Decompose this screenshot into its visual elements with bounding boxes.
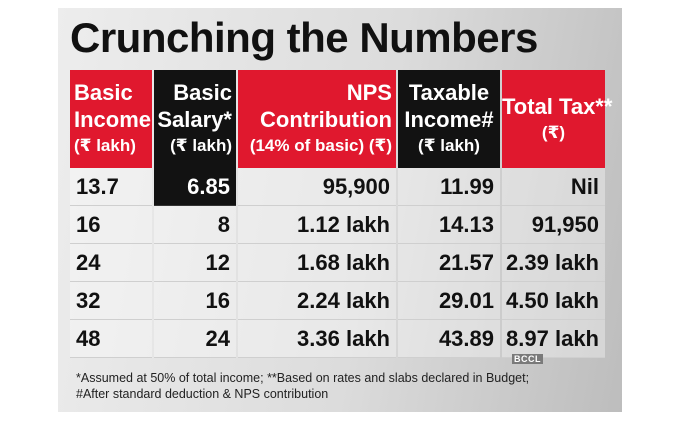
header-total-tax: Total Tax** (₹) bbox=[502, 70, 613, 168]
table-cell-taxable-income: 43.89 bbox=[398, 320, 500, 358]
table-cell-basic-salary: 8 bbox=[154, 206, 236, 244]
table-cell-basic-income: 32 bbox=[70, 282, 152, 320]
table-cell-basic-salary: 6.85 bbox=[154, 168, 236, 206]
header-line: Salary* bbox=[157, 107, 232, 132]
header-unit: (₹ lakh) bbox=[170, 136, 232, 155]
table-cell-basic-salary: 24 bbox=[154, 320, 236, 358]
publisher-watermark: BCCL bbox=[512, 354, 543, 364]
header-line: Basic bbox=[74, 80, 133, 105]
header-line: Contribution bbox=[260, 107, 392, 132]
table-cell-nps-contribution: 1.68 lakh bbox=[238, 244, 396, 282]
table-cell-total-tax: 91,950 bbox=[502, 206, 605, 244]
table-cell-basic-income: 48 bbox=[70, 320, 152, 358]
header-line: Taxable bbox=[408, 80, 490, 105]
table-cell-total-tax: 4.50 lakh bbox=[502, 282, 605, 320]
header-line: Income# bbox=[404, 107, 494, 132]
table-cell-basic-salary: 12 bbox=[154, 244, 236, 282]
header-unit: (₹) bbox=[541, 122, 566, 142]
header-basic-salary: Basic Salary* (₹ lakh) bbox=[154, 70, 236, 168]
page-title: Crunching the Numbers bbox=[70, 14, 538, 61]
table-cell-basic-income: 16 bbox=[70, 206, 152, 244]
header-unit: (₹ lakh) bbox=[418, 136, 480, 155]
table-cell-nps-contribution: 3.36 lakh bbox=[238, 320, 396, 358]
header-unit: (14% of basic) (₹) bbox=[249, 136, 392, 155]
header-basic-income: Basic Income (₹ lakh) bbox=[70, 70, 152, 168]
footnote-line: *Assumed at 50% of total income; **Based… bbox=[76, 371, 530, 385]
header-line: Basic bbox=[173, 80, 232, 105]
table-cell-basic-salary: 16 bbox=[154, 282, 236, 320]
table-cell-taxable-income: 14.13 bbox=[398, 206, 500, 244]
header-nps-contribution: NPS Contribution (14% of basic) (₹) bbox=[238, 70, 396, 168]
header-unit: (₹ lakh) bbox=[74, 136, 136, 155]
table-cell-total-tax: 2.39 lakh bbox=[502, 244, 605, 282]
table-cell-nps-contribution: 95,900 bbox=[238, 168, 396, 206]
table-cell-basic-income: 24 bbox=[70, 244, 152, 282]
table-cell-taxable-income: 11.99 bbox=[398, 168, 500, 206]
table-cell-basic-income: 13.7 bbox=[70, 168, 152, 206]
table-cell-total-tax: Nil bbox=[502, 168, 605, 206]
footnote-line: #After standard deduction & NPS contribu… bbox=[76, 387, 329, 401]
table-cell-total-tax: 8.97 lakh bbox=[502, 320, 605, 358]
header-line: NPS bbox=[346, 80, 392, 105]
footnote: *Assumed at 50% of total income; **Based… bbox=[76, 370, 606, 402]
header-line: Income bbox=[74, 107, 152, 132]
table-cell-nps-contribution: 1.12 lakh bbox=[238, 206, 396, 244]
table-cell-nps-contribution: 2.24 lakh bbox=[238, 282, 396, 320]
header-line: Total Tax** bbox=[502, 93, 613, 119]
table-cell-taxable-income: 29.01 bbox=[398, 282, 500, 320]
header-taxable-income: Taxable Income# (₹ lakh) bbox=[398, 70, 500, 168]
table-cell-taxable-income: 21.57 bbox=[398, 244, 500, 282]
tax-table: Basic Income (₹ lakh) Basic Salary* (₹ l… bbox=[70, 70, 613, 358]
